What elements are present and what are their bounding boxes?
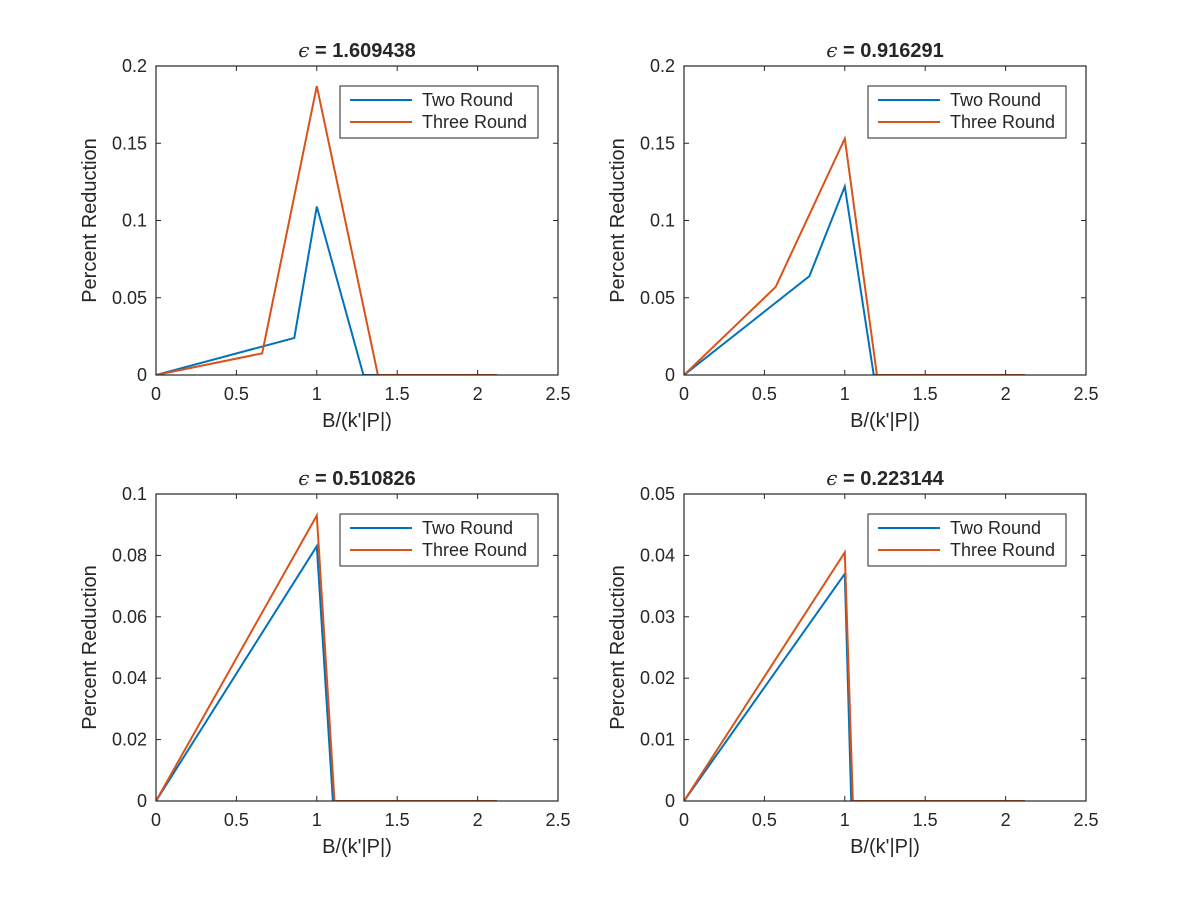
subplot-2: 0 0.5 1 1.5 2 2.5 0 0.05 0.1 0.15 0.2 B/(k'|P|) Perc… bbox=[607, 38, 1099, 432]
y-tick-label: 0.1 bbox=[122, 484, 147, 504]
x-axis-label: B/(k'|P|) bbox=[850, 410, 920, 432]
x-tick-label: 1 bbox=[840, 384, 850, 404]
x-axis-label: B/(k'|P|) bbox=[322, 836, 392, 858]
y-tick-label: 0.02 bbox=[640, 668, 675, 688]
x-tick-label: 2 bbox=[473, 810, 483, 830]
x-tick-label: 1.5 bbox=[913, 384, 938, 404]
y-tick-label: 0 bbox=[137, 365, 147, 385]
legend-entry-label: Three Round bbox=[422, 112, 527, 132]
x-tick-label: 0 bbox=[151, 384, 161, 404]
title-epsilon-symbol: ϵ bbox=[298, 38, 309, 62]
x-tick-label: 2.5 bbox=[545, 810, 570, 830]
legend-entry-label: Two Round bbox=[422, 518, 513, 538]
x-tick-label: 1.5 bbox=[385, 810, 410, 830]
x-tick-label: 0.5 bbox=[224, 384, 249, 404]
legend-entry-label: Two Round bbox=[950, 90, 1041, 110]
subplot-title: ϵ = 0.510826 bbox=[298, 466, 415, 490]
y-tick-label: 0.04 bbox=[640, 545, 675, 565]
y-tick-label: 0.1 bbox=[650, 211, 675, 231]
series-line-two-round bbox=[156, 206, 497, 375]
legend-entry-label: Three Round bbox=[422, 540, 527, 560]
x-tick-label: 2 bbox=[1001, 384, 1011, 404]
title-epsilon-symbol: ϵ bbox=[298, 466, 309, 490]
legend-box bbox=[339, 513, 539, 567]
x-tick-label: 0 bbox=[679, 810, 689, 830]
y-tick-label: 0.05 bbox=[112, 288, 147, 308]
axes-box bbox=[683, 493, 1087, 802]
y-tick-label: 0.02 bbox=[112, 730, 147, 750]
legend-entry-label: Two Round bbox=[950, 518, 1041, 538]
y-tick-label: 0.05 bbox=[640, 484, 675, 504]
y-tick-label: 0.15 bbox=[112, 133, 147, 153]
title-epsilon-symbol: ϵ bbox=[826, 466, 837, 490]
subplot-1: 0 0.5 1 1.5 2 2.5 0 0.05 0.1 0.15 0.2 B/(k'|P|) Perc… bbox=[79, 38, 571, 432]
series-line-two-round bbox=[684, 182, 1025, 375]
y-tick-label: 0.2 bbox=[122, 56, 147, 76]
x-tick-label: 1.5 bbox=[913, 810, 938, 830]
series-line-three-round bbox=[156, 512, 497, 801]
y-tick-label: 0.06 bbox=[112, 607, 147, 627]
y-tick-label: 0 bbox=[665, 791, 675, 811]
y-tick-label: 0 bbox=[137, 791, 147, 811]
x-tick-label: 0 bbox=[679, 384, 689, 404]
y-tick-label: 0.04 bbox=[112, 668, 147, 688]
title-value: = 0.916291 bbox=[837, 40, 943, 62]
series-line-two-round bbox=[156, 543, 497, 801]
legend-box bbox=[339, 85, 539, 139]
legend-entry-label: Three Round bbox=[950, 540, 1055, 560]
y-tick-label: 0.2 bbox=[650, 56, 675, 76]
legend-box bbox=[867, 513, 1067, 567]
title-value: = 0.510826 bbox=[309, 468, 415, 490]
subplot-3: 0 0.5 1 1.5 2 2.5 0 0.02 0.04 0.06 0.08 0.1 B/(k'|P|… bbox=[79, 466, 571, 858]
title-value: = 0.223144 bbox=[837, 468, 944, 490]
x-tick-label: 1 bbox=[840, 810, 850, 830]
title-value: = 1.609438 bbox=[309, 40, 415, 62]
subplot-title: ϵ = 0.916291 bbox=[826, 38, 943, 62]
y-axis-label: Percent Reduction bbox=[79, 138, 101, 303]
y-tick-label: 0.15 bbox=[640, 133, 675, 153]
x-tick-label: 2 bbox=[1001, 810, 1011, 830]
y-axis-label: Percent Reduction bbox=[607, 138, 629, 303]
legend-box bbox=[867, 85, 1067, 139]
title-epsilon-symbol: ϵ bbox=[826, 38, 837, 62]
y-tick-label: 0.05 bbox=[640, 288, 675, 308]
x-tick-label: 2 bbox=[473, 384, 483, 404]
x-tick-label: 2.5 bbox=[1073, 810, 1098, 830]
legend-entry-label: Two Round bbox=[422, 90, 513, 110]
y-tick-label: 0.01 bbox=[640, 730, 675, 750]
axes-box bbox=[155, 493, 559, 802]
x-axis-label: B/(k'|P|) bbox=[322, 410, 392, 432]
subplot-title: ϵ = 1.609438 bbox=[298, 38, 415, 62]
x-axis-label: B/(k'|P|) bbox=[850, 836, 920, 858]
x-tick-label: 0.5 bbox=[752, 810, 777, 830]
x-tick-label: 1 bbox=[312, 810, 322, 830]
subplot-4: 0 0.5 1 1.5 2 2.5 0 0.01 0.02 0.03 0.04 0.05 B/(k'|P… bbox=[607, 466, 1099, 858]
y-tick-label: 0 bbox=[665, 365, 675, 385]
series-line-three-round bbox=[684, 135, 1025, 375]
series-line-two-round bbox=[684, 570, 1025, 801]
x-tick-label: 1.5 bbox=[385, 384, 410, 404]
series-line-three-round bbox=[684, 549, 1025, 801]
y-tick-label: 0.08 bbox=[112, 545, 147, 565]
x-tick-label: 0.5 bbox=[224, 810, 249, 830]
y-tick-label: 0.1 bbox=[122, 211, 147, 231]
series-line-three-round bbox=[156, 85, 497, 375]
y-axis-label: Percent Reduction bbox=[607, 565, 629, 730]
x-tick-label: 2.5 bbox=[1073, 384, 1098, 404]
x-tick-label: 2.5 bbox=[545, 384, 570, 404]
subplot-title: ϵ = 0.223144 bbox=[826, 466, 944, 490]
y-tick-label: 0.03 bbox=[640, 607, 675, 627]
y-axis-label: Percent Reduction bbox=[79, 565, 101, 730]
legend-entry-label: Three Round bbox=[950, 112, 1055, 132]
x-tick-label: 0 bbox=[151, 810, 161, 830]
x-tick-label: 0.5 bbox=[752, 384, 777, 404]
x-tick-label: 1 bbox=[312, 384, 322, 404]
